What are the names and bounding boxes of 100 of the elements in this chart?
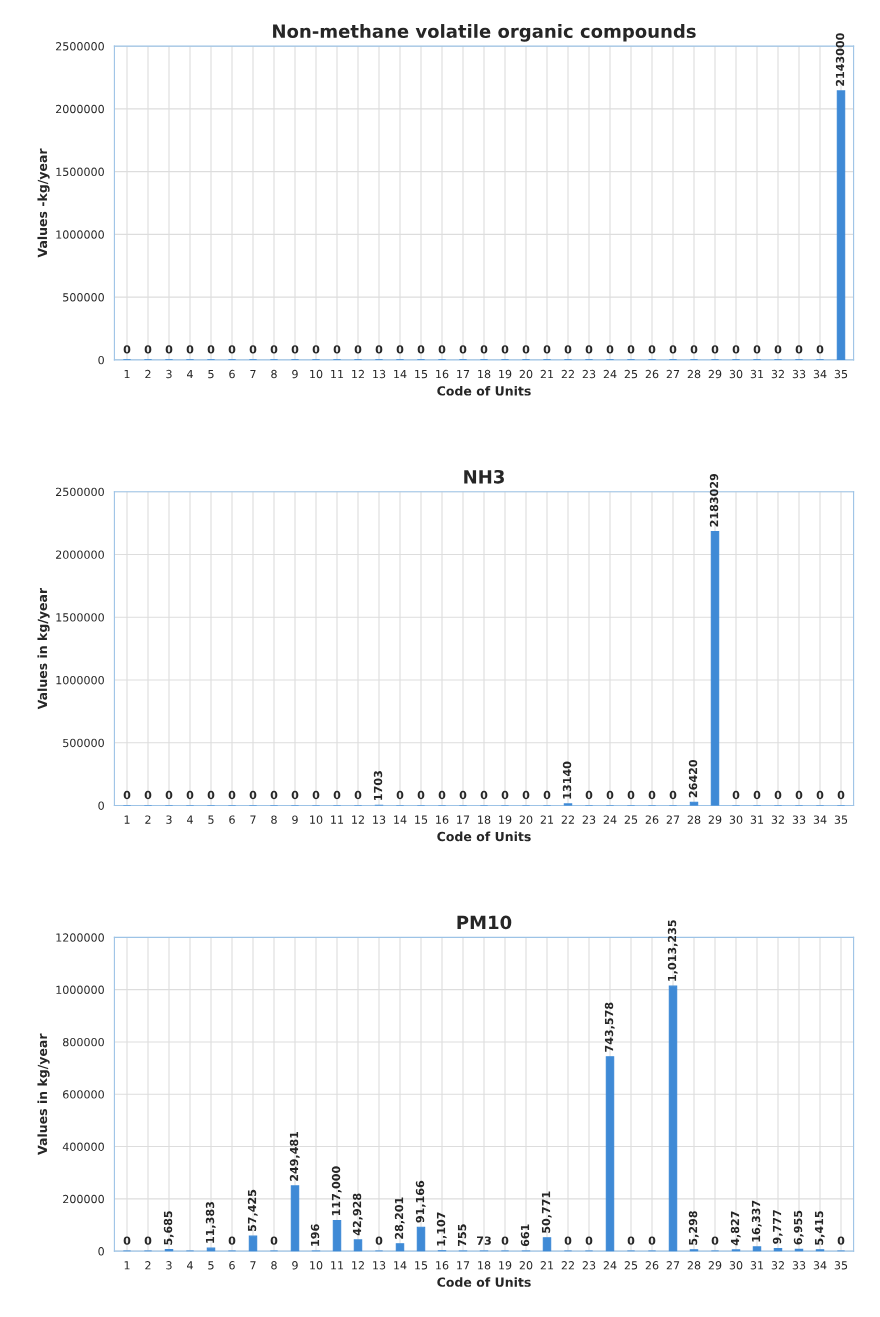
x-tick-label: 32 (771, 369, 784, 379)
x-tick-label: 18 (478, 369, 491, 379)
data-label: 0 (585, 345, 593, 354)
x-tick-label: 18 (478, 1261, 491, 1270)
x-tick-label: 7 (250, 815, 256, 824)
x-tick-label: 21 (540, 815, 554, 824)
data-label: 0 (165, 345, 173, 354)
chart-title: PM10 (457, 915, 512, 930)
x-tick-label: 20 (519, 369, 533, 379)
y-tick-label: 800000 (63, 1037, 104, 1047)
data-label: 0 (606, 345, 614, 354)
x-tick-label: 3 (166, 815, 172, 824)
data-label: 0 (732, 345, 740, 354)
x-tick-label: 19 (499, 369, 512, 379)
x-tick-label: 15 (415, 369, 428, 379)
x-tick-label: 10 (310, 815, 323, 824)
data-label: 0 (333, 345, 341, 354)
y-tick-label: 0 (98, 1247, 104, 1256)
data-label: 4,827 (730, 1211, 741, 1246)
data-label: 249,481 (289, 1131, 300, 1181)
y-tick-label: 1500000 (56, 613, 104, 622)
data-label: 0 (144, 1236, 152, 1245)
x-axis-title: Code of Units (437, 385, 531, 396)
x-tick-label: 35 (834, 1261, 848, 1270)
x-tick-label: 32 (771, 1261, 784, 1270)
chart-title: Non-methane volatile organic compounds (273, 24, 696, 42)
x-tick-label: 11 (331, 815, 344, 824)
data-label: 0 (417, 790, 425, 800)
x-tick-label: 15 (415, 1261, 428, 1270)
x-tick-label: 12 (352, 815, 364, 824)
data-label: 0 (585, 1236, 593, 1245)
x-tick-label: 19 (499, 815, 512, 824)
data-label: 0 (480, 345, 488, 354)
x-tick-label: 34 (813, 815, 827, 824)
x-tick-label: 17 (457, 1261, 470, 1270)
data-label: 0 (795, 345, 803, 354)
y-tick-label: 400000 (62, 1142, 104, 1151)
data-label: 0 (543, 345, 551, 354)
x-tick-label: 29 (708, 815, 722, 824)
data-label: 1,013,235 (667, 920, 678, 981)
data-label: 1,107 (436, 1212, 447, 1246)
x-tick-label: 11 (331, 369, 344, 379)
data-label: 0 (375, 345, 383, 354)
data-label: 0 (480, 790, 488, 800)
data-label: 0 (207, 345, 215, 354)
x-tick-label: 26 (645, 369, 659, 379)
data-label: 0 (123, 790, 131, 800)
data-label: 0 (753, 790, 761, 800)
x-tick-label: 31 (750, 815, 764, 824)
x-tick-label: 2 (145, 1261, 151, 1270)
x-tick-label: 16 (436, 815, 449, 824)
y-axis-title: Values in kg/year (37, 587, 50, 710)
x-tick-label: 29 (708, 1261, 722, 1270)
x-tick-label: 20 (519, 1261, 533, 1270)
x-tick-label: 4 (187, 815, 193, 824)
data-label: 0 (249, 345, 257, 354)
x-tick-label: 17 (457, 369, 470, 379)
x-tick-label: 22 (561, 815, 574, 824)
data-label: 0 (795, 790, 803, 800)
data-label: 0 (312, 345, 320, 354)
data-label: 117,000 (331, 1166, 342, 1216)
data-label: 661 (520, 1224, 530, 1247)
x-tick-label: 30 (729, 815, 743, 824)
x-tick-label: 5 (208, 1261, 214, 1270)
data-label: 0 (522, 790, 530, 800)
data-label: 11,383 (205, 1202, 216, 1243)
x-tick-label: 33 (792, 815, 806, 824)
data-label: 0 (753, 345, 761, 354)
x-tick-label: 3 (166, 369, 172, 379)
y-tick-label: 0 (98, 801, 104, 810)
x-tick-label: 13 (373, 1261, 386, 1270)
data-label: 0 (123, 345, 131, 354)
x-tick-label: 1 (124, 815, 130, 824)
x-tick-label: 9 (292, 369, 298, 379)
data-label: 0 (270, 790, 278, 800)
data-label: 0 (354, 345, 362, 354)
data-label: 0 (375, 1236, 383, 1245)
data-label: 0 (228, 345, 236, 354)
x-tick-label: 26 (645, 1261, 659, 1270)
x-tick-label: 27 (666, 1261, 680, 1270)
data-label: 0 (207, 790, 215, 800)
data-label: 0 (354, 790, 362, 800)
data-label: 6,955 (793, 1210, 804, 1245)
data-label: 1703 (373, 771, 383, 800)
data-label: 0 (438, 345, 446, 354)
data-label: 0 (459, 345, 467, 354)
y-tick-label: 1200000 (56, 933, 104, 942)
y-tick-label: 1000000 (56, 230, 104, 239)
x-tick-label: 1 (124, 369, 130, 379)
data-label: 0 (837, 1236, 845, 1245)
x-tick-label: 10 (310, 1261, 323, 1270)
data-label: 196 (310, 1224, 320, 1246)
x-tick-label: 2 (145, 369, 151, 379)
data-label: 0 (648, 790, 656, 800)
y-tick-label: 1500000 (56, 167, 104, 176)
x-tick-label: 7 (250, 1261, 256, 1270)
x-tick-label: 24 (603, 815, 617, 824)
data-label: 0 (627, 790, 635, 800)
x-tick-label: 28 (687, 369, 701, 379)
data-label: 50,771 (541, 1191, 552, 1233)
